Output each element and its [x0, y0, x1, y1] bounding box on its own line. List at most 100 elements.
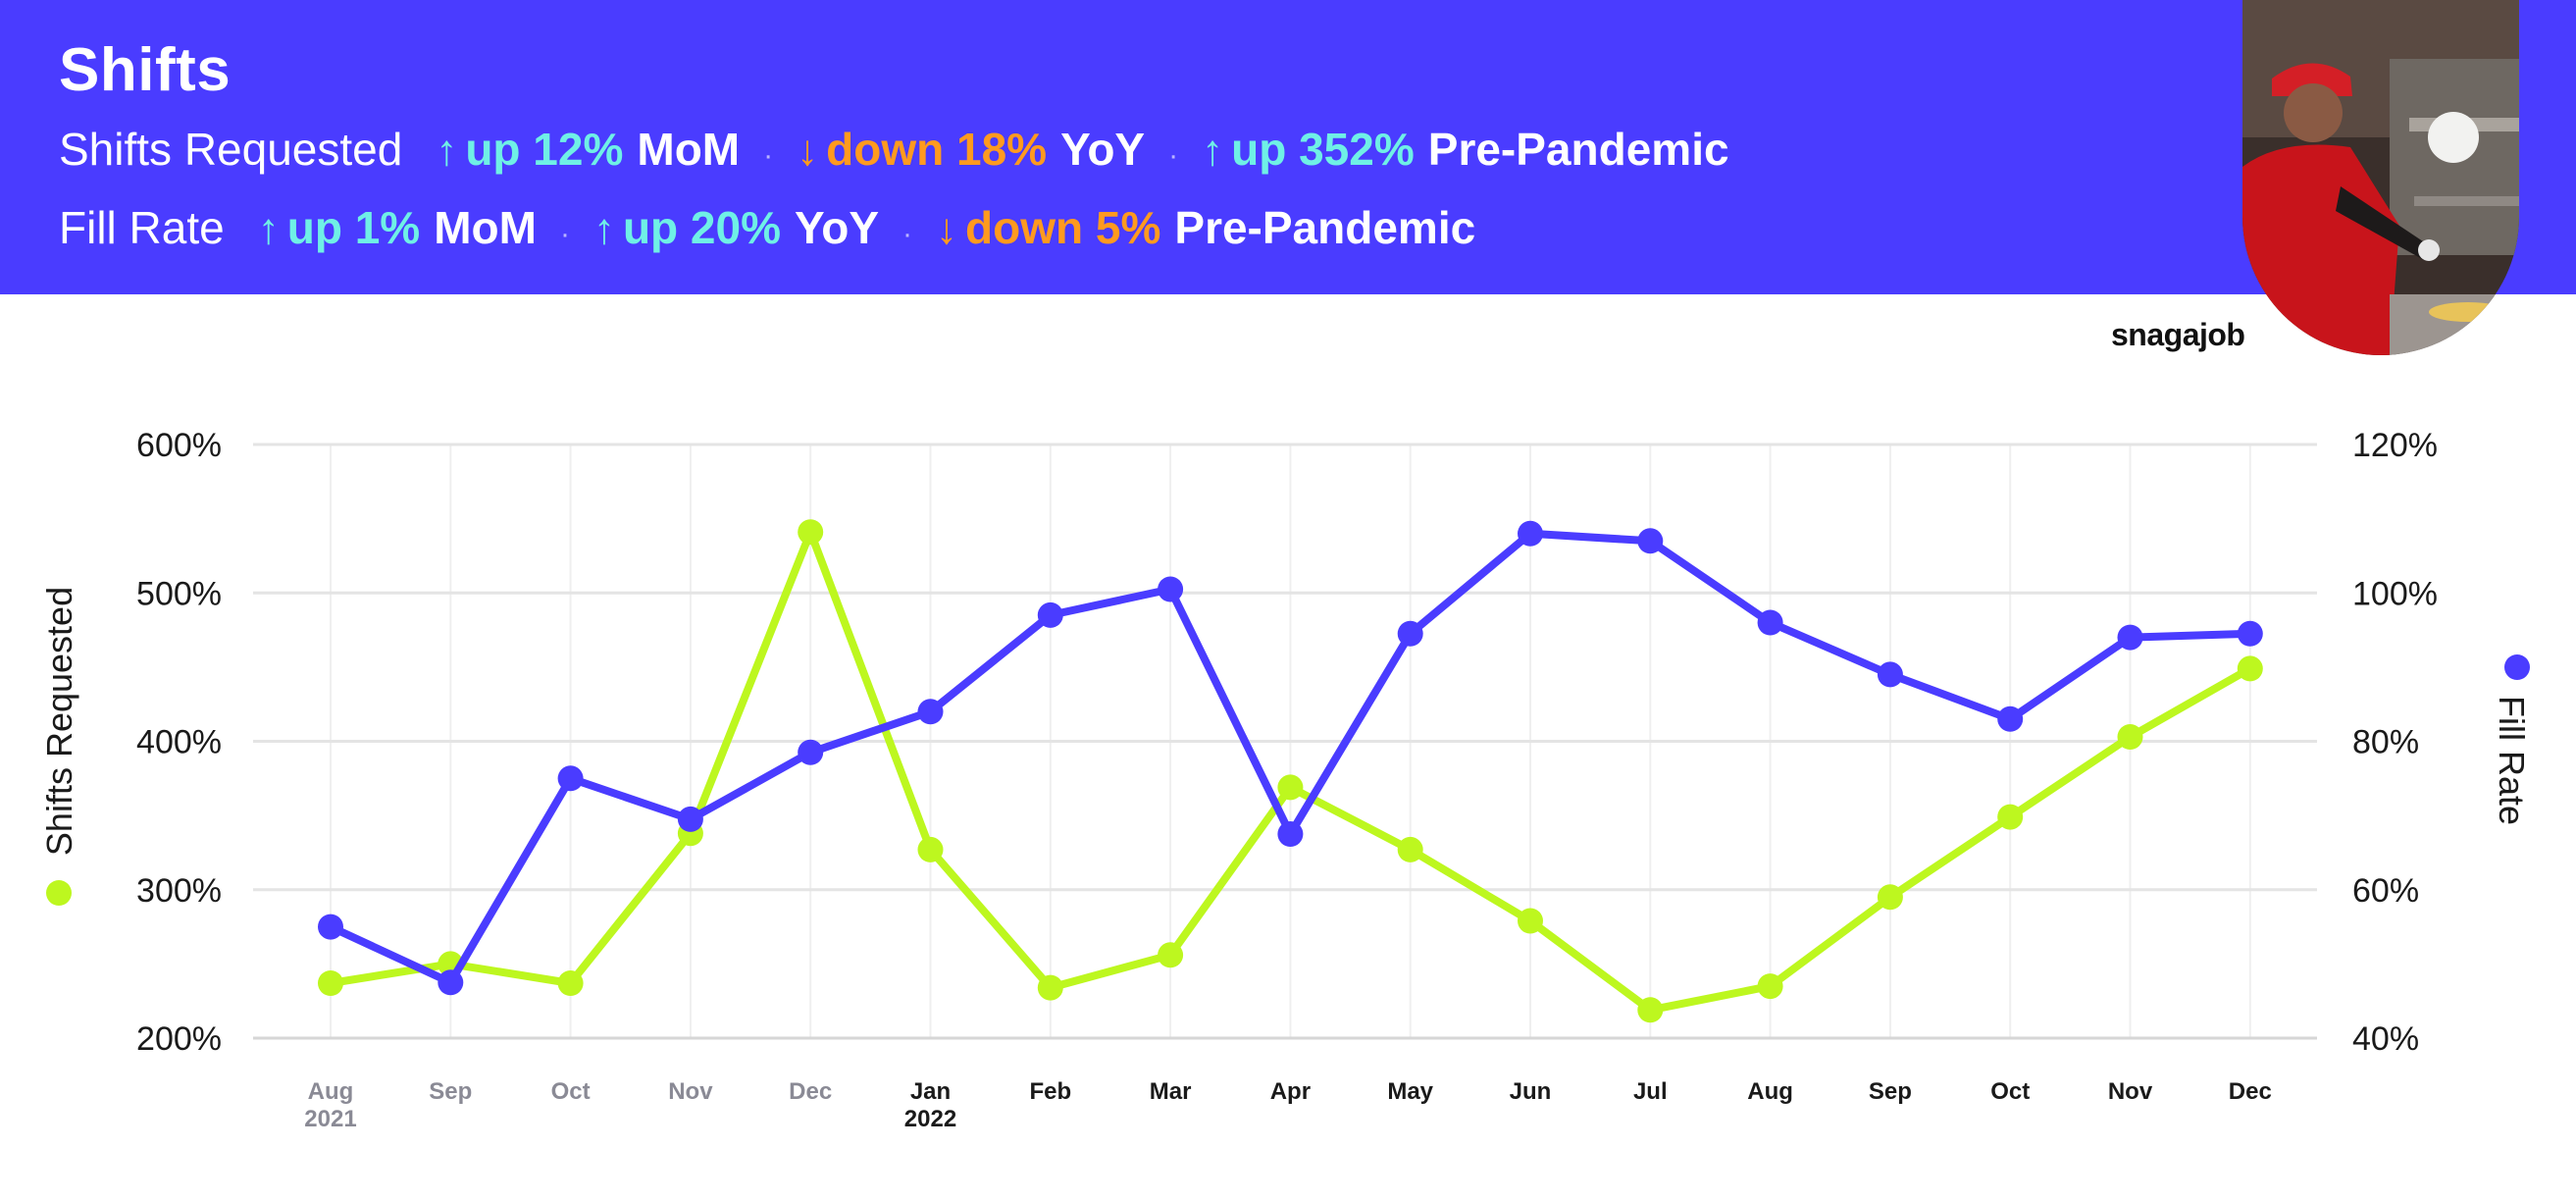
arrow-down-icon: ↓ — [797, 127, 819, 175]
header-banner: Shifts Shifts Requested ↑ up 12% MoM · ↓… — [0, 0, 2576, 294]
stat-period: MoM — [434, 202, 537, 253]
shifts-requested-point — [1158, 942, 1184, 968]
stat-delta: down 18% — [826, 124, 1048, 175]
fill-rate-point — [798, 739, 824, 765]
fill-rate-point — [1757, 609, 1783, 636]
stat-mom: ↑ up 12% MoM — [436, 123, 740, 176]
left-y-tick-label: 600% — [136, 427, 222, 464]
fill-rate-point — [1877, 661, 1903, 688]
x-tick-label: Oct — [551, 1078, 591, 1105]
separator-dot: · — [902, 218, 913, 250]
left-y-tick-label: 400% — [136, 724, 222, 761]
shifts-requested-point — [1518, 908, 1543, 934]
shifts-requested-point — [1277, 774, 1304, 801]
right-axis-title: Fill Rate — [2492, 696, 2532, 825]
left-y-tick-label: 500% — [136, 575, 222, 612]
x-tick-label: Aug — [308, 1078, 354, 1105]
stat-pre-pandemic: ↓ down 5% Pre-Pandemic — [936, 201, 1475, 254]
fill-rate-point — [1158, 576, 1184, 602]
x-tick-label: Oct — [1990, 1078, 2030, 1105]
right-y-tick-label: 40% — [2352, 1020, 2419, 1058]
x-tick-label: Jul — [1633, 1078, 1668, 1105]
left-y-tick-label: 200% — [136, 1020, 222, 1058]
arrow-up-icon: ↑ — [1202, 127, 1224, 175]
shifts-requested-point — [1397, 836, 1423, 862]
stat-delta: up 12% — [465, 124, 624, 175]
shifts-requested-point — [1757, 973, 1783, 1000]
separator-dot: · — [559, 218, 570, 250]
fill-rate-point — [1997, 705, 2024, 732]
fill-rate-point — [1397, 620, 1423, 647]
stat-delta: up 20% — [622, 202, 781, 253]
right-y-tick-label: 100% — [2352, 575, 2438, 612]
stat-delta: down 5% — [965, 202, 1161, 253]
shifts-requested-stats: Shifts Requested ↑ up 12% MoM · ↓ down 1… — [59, 123, 1729, 176]
shifts-requested-point — [917, 836, 944, 862]
shifts-requested-point — [557, 970, 584, 996]
stat-period: MoM — [637, 124, 741, 175]
page-title: Shifts — [59, 36, 232, 104]
stat-delta: up 1% — [286, 202, 421, 253]
shifts-requested-point — [1997, 804, 2024, 830]
x-tick-year-label: 2021 — [304, 1106, 356, 1132]
x-tick-label: Feb — [1029, 1078, 1071, 1105]
stat-yoy: ↓ down 18% YoY — [797, 123, 1145, 176]
brand-logo: snagajob — [2111, 317, 2245, 352]
x-tick-label: Apr — [1270, 1078, 1311, 1105]
stat-mom: ↑ up 1% MoM — [258, 201, 537, 254]
right-y-tick-label: 120% — [2352, 427, 2438, 464]
x-tick-label: Sep — [1869, 1078, 1912, 1105]
fill-rate-stats: Fill Rate ↑ up 1% MoM · ↑ up 20% YoY · ↓… — [59, 201, 1475, 254]
fill-rate-point — [1037, 601, 1063, 628]
stat-period: Pre-Pandemic — [1427, 124, 1729, 175]
fill-rate-point — [1277, 821, 1304, 847]
stat-period: YoY — [1060, 124, 1146, 175]
fill-rate-point — [1637, 528, 1664, 554]
shifts-requested-point — [2117, 724, 2143, 750]
right-y-tick-label: 80% — [2352, 724, 2419, 761]
shifts-requested-point — [1877, 884, 1903, 911]
stat-period: Pre-Pandemic — [1174, 202, 1476, 253]
x-tick-label: Dec — [2229, 1078, 2272, 1105]
shifts-requested-point — [2237, 655, 2263, 682]
x-tick-label: Sep — [429, 1078, 472, 1105]
shifts-requested-point — [798, 519, 824, 546]
shifts-requested-legend-marker — [46, 880, 72, 906]
metric-label: Shifts Requested — [59, 124, 403, 175]
fill-rate-point — [2237, 620, 2263, 647]
x-tick-label: Mar — [1150, 1078, 1192, 1105]
fill-rate-legend-marker — [2504, 654, 2530, 680]
worker-photo — [2242, 0, 2519, 355]
fill-rate-point — [438, 969, 464, 996]
arrow-up-icon: ↑ — [436, 127, 458, 175]
x-tick-year-label: 2022 — [904, 1106, 956, 1132]
x-tick-label: Jun — [1510, 1078, 1552, 1105]
stat-yoy: ↑ up 20% YoY — [593, 201, 879, 254]
stat-delta: up 352% — [1231, 124, 1415, 175]
x-tick-label: Nov — [2108, 1078, 2153, 1105]
arrow-up-icon: ↑ — [257, 205, 280, 253]
fill-rate-point — [2117, 624, 2143, 651]
fill-rate-point — [917, 699, 944, 725]
right-y-tick-label: 60% — [2352, 872, 2419, 910]
stat-pre-pandemic: ↑ up 352% Pre-Pandemic — [1202, 123, 1728, 176]
fill-rate-point — [677, 806, 703, 832]
fill-rate-point — [1518, 520, 1543, 547]
shifts-requested-point — [1037, 974, 1063, 1001]
x-tick-label: Nov — [668, 1078, 713, 1105]
arrow-up-icon: ↑ — [592, 205, 615, 253]
x-tick-label: Jan — [910, 1078, 951, 1105]
fill-rate-point — [557, 765, 584, 792]
shifts-requested-point — [1637, 997, 1664, 1023]
left-y-tick-label: 300% — [136, 872, 222, 910]
separator-dot: · — [763, 139, 774, 172]
stat-period: YoY — [794, 202, 880, 253]
arrow-down-icon: ↓ — [936, 205, 958, 253]
separator-dot: · — [1168, 139, 1179, 172]
x-tick-label: Dec — [789, 1078, 832, 1105]
x-tick-label: May — [1387, 1078, 1433, 1105]
shifts-requested-point — [318, 970, 343, 996]
x-tick-label: Aug — [1747, 1078, 1793, 1105]
metric-label: Fill Rate — [59, 202, 225, 253]
